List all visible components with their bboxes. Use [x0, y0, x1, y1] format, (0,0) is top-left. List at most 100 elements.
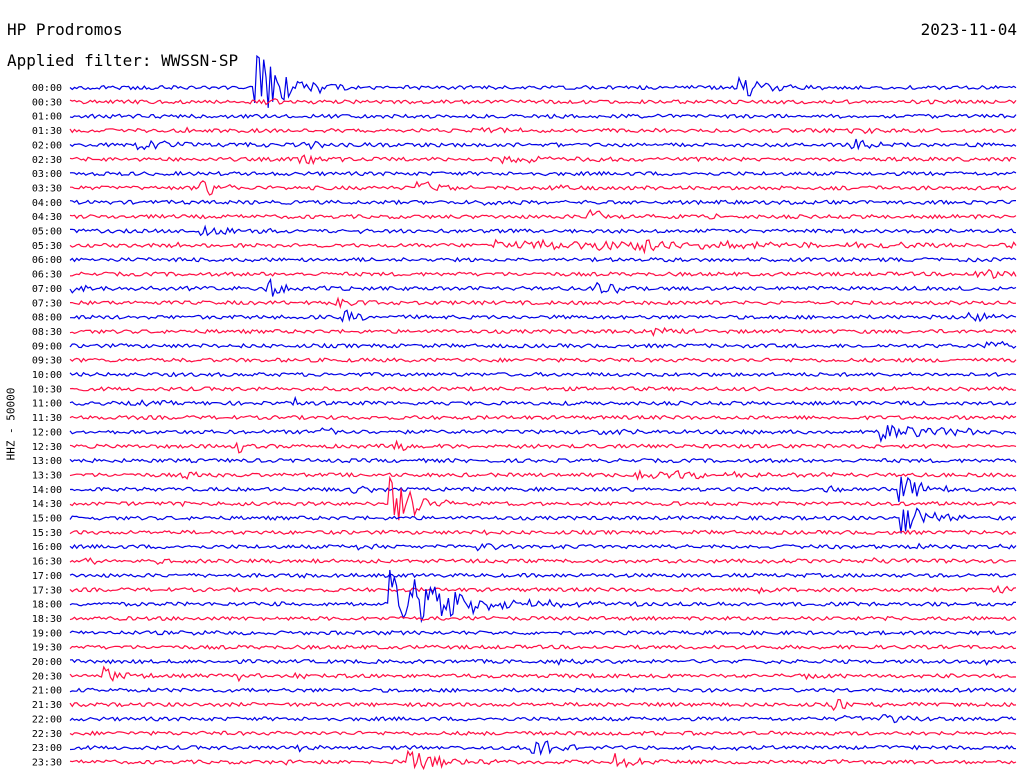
seismic-trace-row — [69, 665, 1017, 683]
row-time-label: 03:30 — [32, 183, 62, 194]
row-time-label: 15:30 — [32, 528, 62, 539]
row-time-label: 17:30 — [32, 585, 62, 596]
seismic-trace-row — [69, 542, 1017, 552]
row-time-label: 18:30 — [32, 614, 62, 625]
row-time-label: 03:00 — [32, 169, 62, 180]
row-time-label: 00:30 — [32, 97, 62, 108]
seismic-trace-row — [69, 54, 1017, 108]
seismic-trace-row — [69, 277, 1017, 297]
row-time-label: 01:30 — [32, 126, 62, 137]
row-time-label: 19:30 — [32, 643, 62, 654]
seismic-trace-row — [69, 126, 1017, 135]
row-time-label: 12:30 — [32, 442, 62, 453]
seismic-trace-row — [69, 98, 1017, 106]
seismic-trace-row — [69, 468, 1017, 481]
seismic-trace-row — [69, 154, 1017, 166]
seismic-trace-row — [69, 439, 1017, 454]
seismic-trace-row — [69, 371, 1017, 378]
seismic-trace-row — [69, 584, 1017, 595]
seismic-trace-row — [69, 357, 1017, 364]
seismic-trace-row — [69, 238, 1017, 255]
row-time-label: 14:30 — [32, 499, 62, 510]
row-time-label: 22:30 — [32, 729, 62, 740]
seismic-trace-row — [69, 749, 1017, 771]
seismic-trace-row — [69, 698, 1017, 712]
row-time-label: 23:00 — [32, 743, 62, 754]
seismic-trace-row — [69, 476, 1017, 503]
row-time-label: 20:00 — [32, 657, 62, 668]
row-time-label: 07:00 — [32, 284, 62, 295]
seismic-trace-row — [69, 208, 1017, 220]
seismic-trace-row — [70, 224, 1017, 237]
date-label: 2023-11-04 — [920, 20, 1017, 39]
seismic-trace-row — [70, 309, 1017, 323]
seismic-trace-row — [69, 658, 1017, 666]
seismic-trace-row — [69, 572, 1017, 579]
row-time-label: 21:00 — [32, 686, 62, 697]
seismic-trace-row — [69, 326, 1017, 338]
row-time-label: 22:00 — [32, 714, 62, 725]
row-time-label: 07:30 — [32, 298, 62, 309]
seismic-trace-row — [69, 268, 1017, 279]
row-time-label: 05:30 — [32, 241, 62, 252]
row-time-label: 05:00 — [32, 227, 62, 238]
seismic-trace-row — [69, 113, 1017, 120]
row-time-label: 23:30 — [32, 757, 62, 768]
seismic-trace-row — [69, 714, 1017, 724]
row-time-label: 13:00 — [32, 456, 62, 467]
row-time-label: 19:00 — [32, 628, 62, 639]
row-time-label: 02:30 — [32, 155, 62, 166]
seismic-trace-row — [69, 414, 1017, 421]
station-title: HP Prodromos — [7, 20, 123, 39]
row-time-label: 09:30 — [32, 356, 62, 367]
row-time-label: 18:00 — [32, 600, 62, 611]
row-time-label: 16:30 — [32, 557, 62, 568]
row-time-label: 00:00 — [32, 83, 62, 94]
seismic-trace-row — [69, 644, 1017, 650]
row-time-label: 12:00 — [32, 427, 62, 438]
seismic-trace-row — [69, 199, 1016, 206]
seismic-trace-row — [69, 340, 1017, 349]
seismic-trace-row — [69, 507, 1017, 534]
row-time-label: 04:30 — [32, 212, 62, 223]
row-time-label: 17:00 — [32, 571, 62, 582]
seismic-trace-row — [69, 385, 1017, 392]
seismic-trace-row — [69, 424, 1017, 444]
row-time-label: 08:00 — [32, 313, 62, 324]
row-time-label: 11:30 — [32, 413, 62, 424]
row-time-label: 08:30 — [32, 327, 62, 338]
filter-label: Applied filter: WWSSN-SP — [7, 51, 239, 70]
row-time-label: 09:00 — [32, 341, 62, 352]
row-time-label: 10:00 — [32, 370, 62, 381]
seismic-trace-row — [69, 170, 1017, 177]
seismic-trace-row — [69, 138, 1017, 151]
seismic-trace-row — [69, 740, 1017, 756]
seismic-trace-row — [69, 557, 1017, 565]
row-time-label: 10:30 — [32, 384, 62, 395]
row-time-label: 13:30 — [32, 470, 62, 481]
row-time-label: 16:00 — [32, 542, 62, 553]
seismic-trace-row — [69, 395, 1017, 407]
row-time-label: 15:00 — [32, 514, 62, 525]
seismic-trace-row — [69, 629, 1017, 636]
seismic-trace-row — [69, 256, 1017, 263]
seismic-trace-row — [70, 296, 1017, 310]
seismic-trace-row — [69, 615, 1017, 622]
row-time-label: 14:00 — [32, 485, 62, 496]
row-time-label: 01:00 — [32, 112, 62, 123]
row-time-label: 06:30 — [32, 270, 62, 281]
seismic-trace-row — [69, 475, 1017, 521]
row-time-label: 06:00 — [32, 255, 62, 266]
seismic-trace-row — [69, 730, 1017, 737]
row-time-label: 21:30 — [32, 700, 62, 711]
row-time-label: 04:00 — [32, 198, 62, 209]
row-time-label: 02:00 — [32, 140, 62, 151]
seismic-trace-row — [70, 180, 1017, 196]
row-time-label: 20:30 — [32, 671, 62, 682]
seismic-trace-row — [69, 457, 1017, 464]
seismic-trace-row — [69, 529, 1017, 536]
row-time-label: 11:00 — [32, 399, 62, 410]
seismic-trace-row — [69, 569, 1017, 624]
seismic-trace-row — [69, 687, 1017, 694]
